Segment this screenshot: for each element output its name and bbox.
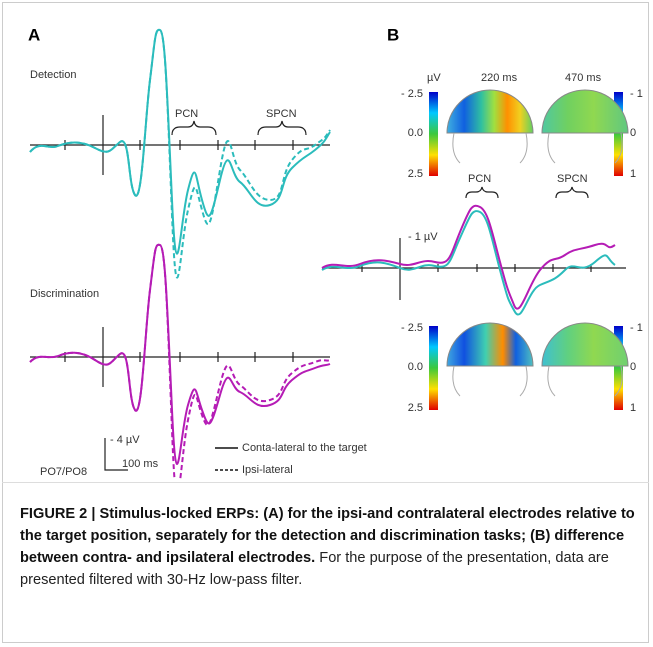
ipsilateral-wave [29,28,331,279]
unit-label: µV [427,72,441,84]
legend-label: Ipsi-lateral [242,464,293,476]
panel-label: A [28,25,40,44]
component-label: SPCN [557,173,588,185]
head-outline [452,365,623,397]
time-label: 220 ms [481,72,518,84]
bracket [555,186,589,199]
bracket [257,120,307,136]
scale-label: - 1 µV [408,231,438,243]
topomap [541,322,629,367]
colorbar-label: 1 [630,168,636,180]
ipsilateral-wave [29,243,331,480]
difference-wave [321,204,616,310]
bracket [171,120,217,136]
condition-label: Discrimination [30,288,99,300]
topomap [446,89,534,134]
axis [30,327,330,387]
colorbar-label: 0.0 [408,127,423,139]
colorbar [614,326,623,410]
scale-label: 100 ms [122,458,159,470]
colorbar [614,92,623,176]
separator [2,482,649,483]
colorbar-label: 0.0 [408,361,423,373]
colorbar-label: 2.5 [408,402,423,414]
contralateral-wave [29,243,331,465]
caption-text: For the purpose of the presentation, dat… [20,550,609,588]
component-label: SPCN [266,108,297,120]
time-label: 470 ms [565,72,602,84]
colorbar-label: 2.5 [408,168,423,180]
scale-bar [104,438,128,471]
figure: A B Detection PCN SPCN Discrimination - … [28,25,643,480]
component-label: PCN [468,173,491,185]
colorbar-label: - 1 [630,88,643,100]
caption-title: FIGURE 2 | Stimulus-locked ERPs: (A) for… [20,506,635,566]
bracket [465,186,499,199]
topomap [446,322,534,367]
condition-label: Detection [30,69,76,81]
component-label: PCN [175,108,198,120]
caption: FIGURE 2 | Stimulus-locked ERPs: (A) for… [20,503,638,591]
topomap [541,89,629,134]
colorbar [429,326,438,410]
head-outline [452,132,623,164]
colorbar-label: - 2.5 [401,322,423,334]
colorbar-label: 0 [630,361,636,373]
panel-label: B [387,25,399,44]
colorbar-label: - 1 [630,322,643,334]
colorbar-label: - 2.5 [401,88,423,100]
axis [322,238,626,300]
colorbar-label: 1 [630,402,636,414]
scale-label: PO7/PO8 [40,466,87,478]
colorbar-label: 0 [630,127,636,139]
legend-label: Conta-lateral to the target [242,442,367,454]
scale-label: - 4 µV [110,434,140,446]
axis [30,115,330,175]
colorbar [429,92,438,176]
difference-wave [321,210,616,316]
